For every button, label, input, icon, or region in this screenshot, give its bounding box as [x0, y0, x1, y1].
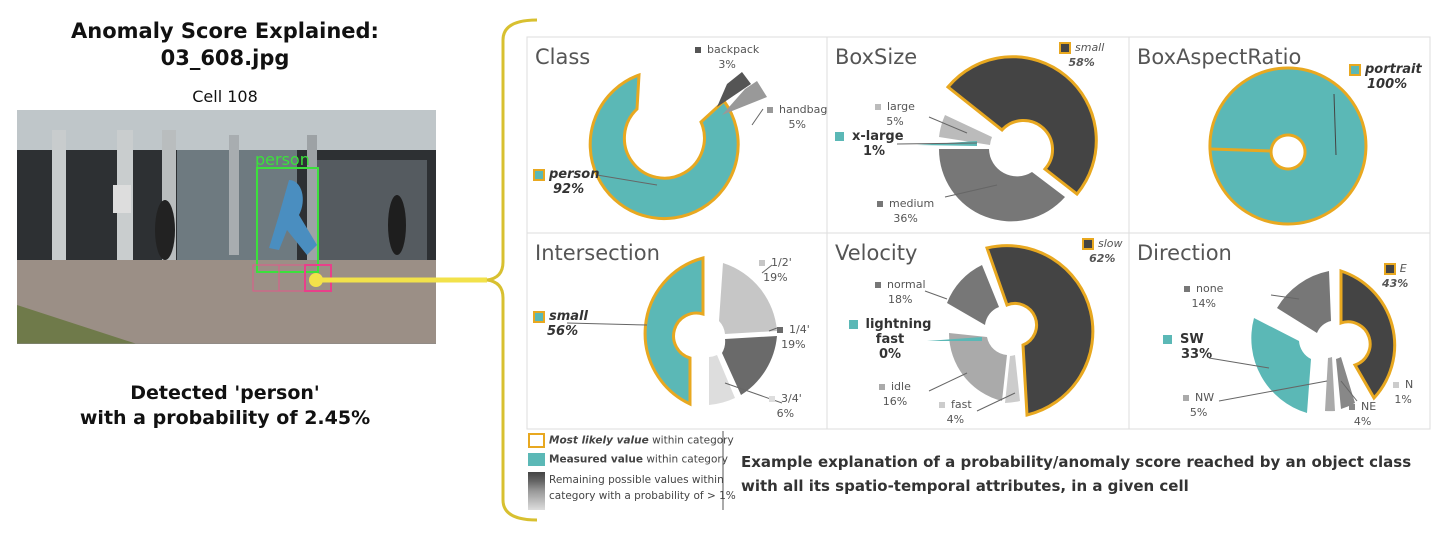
label-large: large 5%: [875, 99, 915, 129]
panel-boxaspectratio: BoxAspectRatio portrait 100%: [1129, 37, 1430, 233]
slice-nw: [1325, 357, 1335, 412]
slice-fast: [1005, 355, 1020, 403]
label-handbag: handbag 5%: [767, 102, 827, 132]
label-slow: slow 62%: [1082, 236, 1123, 266]
slice-sw: [1251, 318, 1311, 413]
panel-boxsize: BoxSize small 58% large 5% x-large 1% mediu…: [827, 37, 1129, 233]
title-line-2: 03_608.jpg: [160, 46, 290, 70]
label-quarter: 1/4' 19%: [777, 322, 810, 352]
label-portrait: portrait 100%: [1349, 62, 1422, 92]
figure-caption: Example explanation of a probability/ano…: [741, 453, 1412, 495]
slice-medium: [938, 149, 1065, 222]
slice-e: [1339, 268, 1397, 401]
panel-title: BoxAspectRatio: [1137, 45, 1302, 69]
slice-backpack: [717, 72, 751, 107]
result-line-2: with a probability of 2.45%: [79, 407, 371, 429]
label-lightning-fast: lightning fast 0%: [835, 317, 945, 362]
slice-normal: [947, 265, 999, 325]
bracket: [486, 18, 538, 522]
legend-likely: Most likely value within category: [528, 433, 734, 448]
legend-remaining: Remaining possible values within categor…: [528, 472, 736, 510]
slice-three-quarter: [709, 355, 735, 405]
slice-person: [588, 72, 740, 221]
connector-dot: [309, 273, 323, 287]
detection-label: person: [255, 150, 310, 169]
title-line-1: Anomaly Score Explained:: [71, 19, 379, 43]
slice-slow: [985, 244, 1095, 417]
slice-none: [1277, 271, 1331, 333]
slice-handbag: [722, 81, 767, 115]
panel-direction: Direction E 43% none 14% SW 33% NW 5% NE 4% N…: [1129, 233, 1430, 429]
detection-result: Detected 'person' with a probability of …: [0, 381, 450, 431]
panel-title: Intersection: [535, 241, 660, 265]
label-normal: normal 18%: [875, 277, 926, 307]
result-line-1: Detected 'person': [130, 382, 320, 404]
slice-lightning: [927, 337, 982, 341]
label-backpack: backpack 3%: [695, 42, 759, 72]
label-e: E 43%: [1382, 262, 1409, 290]
label-sw: SW 33%: [1163, 332, 1212, 362]
label-none: none 14%: [1184, 281, 1223, 311]
slice-half: [719, 263, 777, 334]
slice-idle: [948, 333, 1007, 401]
slice-large: [939, 115, 992, 145]
slice-small-int: [643, 256, 705, 407]
label-small: small 58%: [1059, 40, 1104, 70]
label-three-quarter: 3/4' 6%: [769, 391, 802, 421]
label-ne: NE 4%: [1349, 399, 1376, 429]
subway-photo: person: [17, 110, 436, 344]
legend-measured: Measured value within category: [528, 453, 728, 466]
label-idle: idle 16%: [879, 379, 911, 409]
panel-class: Class backpack 3% handbag 5% person 92%: [527, 37, 827, 233]
slice-ne: [1336, 357, 1355, 409]
panel-title: Class: [535, 45, 591, 69]
label-medium: medium 36%: [877, 196, 934, 226]
label-x-large: x-large 1%: [835, 129, 904, 159]
cell-label: Cell 108: [192, 87, 258, 106]
label-half: 1/2' 19%: [759, 255, 792, 285]
label-nw: NW 5%: [1183, 390, 1214, 420]
panel-velocity: Velocity slow 62% normal 18% lightning fast…: [827, 233, 1129, 429]
panel-intersection: Intersection 1/2' 19% 1/4' 19% 3/4' 6% smal…: [527, 233, 827, 429]
panel-title: BoxSize: [835, 45, 918, 69]
label-small-int: small 56%: [533, 309, 588, 339]
slice-small: [945, 55, 1098, 197]
slice-portrait: [1208, 66, 1368, 226]
slice-quarter: [722, 336, 777, 395]
figure-title: Anomaly Score Explained: 03_608.jpg: [0, 18, 450, 72]
panel-title: Velocity: [835, 241, 918, 265]
label-fast: fast 4%: [939, 397, 972, 427]
label-person: person 92%: [533, 167, 599, 197]
panel-title: Direction: [1137, 241, 1232, 265]
label-n: N 1%: [1393, 378, 1414, 406]
